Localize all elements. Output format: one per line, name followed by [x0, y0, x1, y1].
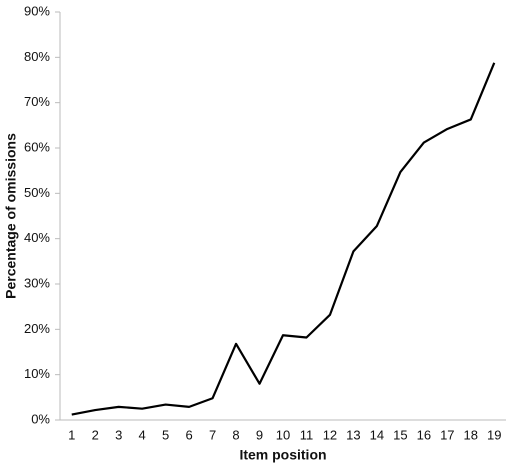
- y-tick-label: 20%: [24, 321, 50, 336]
- x-tick-label: 1: [68, 427, 75, 442]
- y-tick-label: 0%: [31, 411, 50, 426]
- y-tick-label: 60%: [24, 139, 50, 154]
- x-tick-label: 3: [115, 427, 122, 442]
- x-tick-label: 19: [487, 427, 501, 442]
- y-axis-title: Percentage of omissions: [3, 133, 19, 299]
- x-tick-label: 10: [276, 427, 290, 442]
- y-tick-label: 70%: [24, 94, 50, 109]
- y-tick-label: 80%: [24, 49, 50, 64]
- x-tick-label: 2: [92, 427, 99, 442]
- x-tick-label: 4: [139, 427, 146, 442]
- y-tick-label: 10%: [24, 366, 50, 381]
- x-tick-label: 8: [232, 427, 239, 442]
- x-tick-label: 9: [256, 427, 263, 442]
- x-tick-label: 6: [185, 427, 192, 442]
- x-tick-label: 13: [346, 427, 360, 442]
- x-tick-label: 17: [440, 427, 454, 442]
- y-tick-label: 50%: [24, 185, 50, 200]
- y-tick-label: 30%: [24, 275, 50, 290]
- x-tick-label: 14: [370, 427, 384, 442]
- y-tick-label: 90%: [24, 3, 50, 18]
- x-tick-label: 15: [393, 427, 407, 442]
- x-tick-label: 18: [464, 427, 478, 442]
- x-tick-label: 5: [162, 427, 169, 442]
- data-line: [71, 62, 496, 416]
- x-tick-label: 12: [323, 427, 337, 442]
- x-tick-label: 16: [417, 427, 431, 442]
- y-tick-label: 40%: [24, 230, 50, 245]
- x-axis-title: Item position: [239, 447, 326, 463]
- x-tick-label: 11: [300, 427, 314, 442]
- x-tick-label: 7: [209, 427, 216, 442]
